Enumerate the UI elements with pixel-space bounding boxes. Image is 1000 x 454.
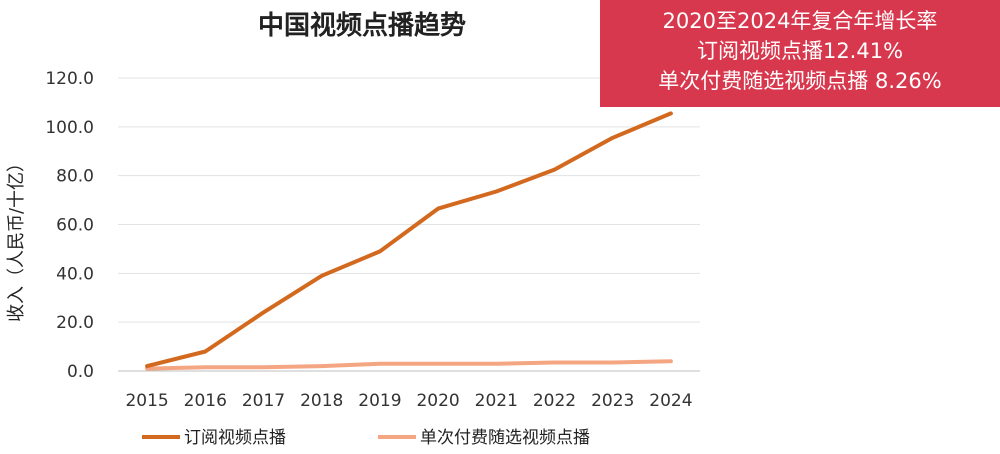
y-tick-label: 100.0 [45, 118, 94, 138]
x-tick-label: 2023 [591, 391, 634, 411]
x-tick-label: 2016 [184, 391, 227, 411]
cagr-line-3: 单次付费随选视频点播 8.26% [658, 69, 942, 93]
y-axis-label: 收入（人民币/十亿） [6, 154, 27, 322]
y-tick-label: 20.0 [56, 313, 94, 333]
cagr-line-2: 订阅视频点播12.41% [696, 39, 904, 63]
y-tick-label: 120.0 [45, 69, 94, 89]
x-tick-label: 2019 [358, 391, 401, 411]
x-tick-label: 2015 [125, 391, 168, 411]
x-tick-label: 2022 [533, 391, 576, 411]
x-tick-label: 2021 [475, 391, 518, 411]
y-tick-label: 0.0 [67, 362, 94, 382]
x-tick-label: 2020 [416, 391, 459, 411]
cagr-annotation-box: 2020至2024年复合年增长率 订阅视频点播12.41% 单次付费随选视频点播… [600, 0, 1000, 107]
y-tick-label: 60.0 [56, 216, 94, 236]
series-lines [145, 111, 673, 371]
x-tick-label: 2024 [649, 391, 692, 411]
series-line [145, 111, 673, 369]
legend-label: 单次付费随选视频点播 [420, 428, 590, 448]
x-tick-labels: 2015 2016 2017 2018 2019 2020 2021 2022 2023 2024 [125, 391, 692, 411]
y-tick-labels: 0.0 20.0 40.0 60.0 80.0 100.0 120.0 [45, 69, 94, 382]
y-tick-label: 80.0 [56, 167, 94, 187]
series-line [145, 359, 673, 371]
x-tick-label: 2018 [300, 391, 343, 411]
gridlines [118, 77, 700, 372]
x-tick-label: 2017 [242, 391, 285, 411]
legend: 订阅视频点播 单次付费随选视频点播 [142, 428, 590, 448]
chart-title: 中国视频点播趋势 [258, 10, 466, 41]
y-tick-label: 40.0 [56, 264, 94, 284]
legend-label: 订阅视频点播 [184, 428, 286, 448]
cagr-line-1: 2020至2024年复合年增长率 [662, 9, 938, 33]
